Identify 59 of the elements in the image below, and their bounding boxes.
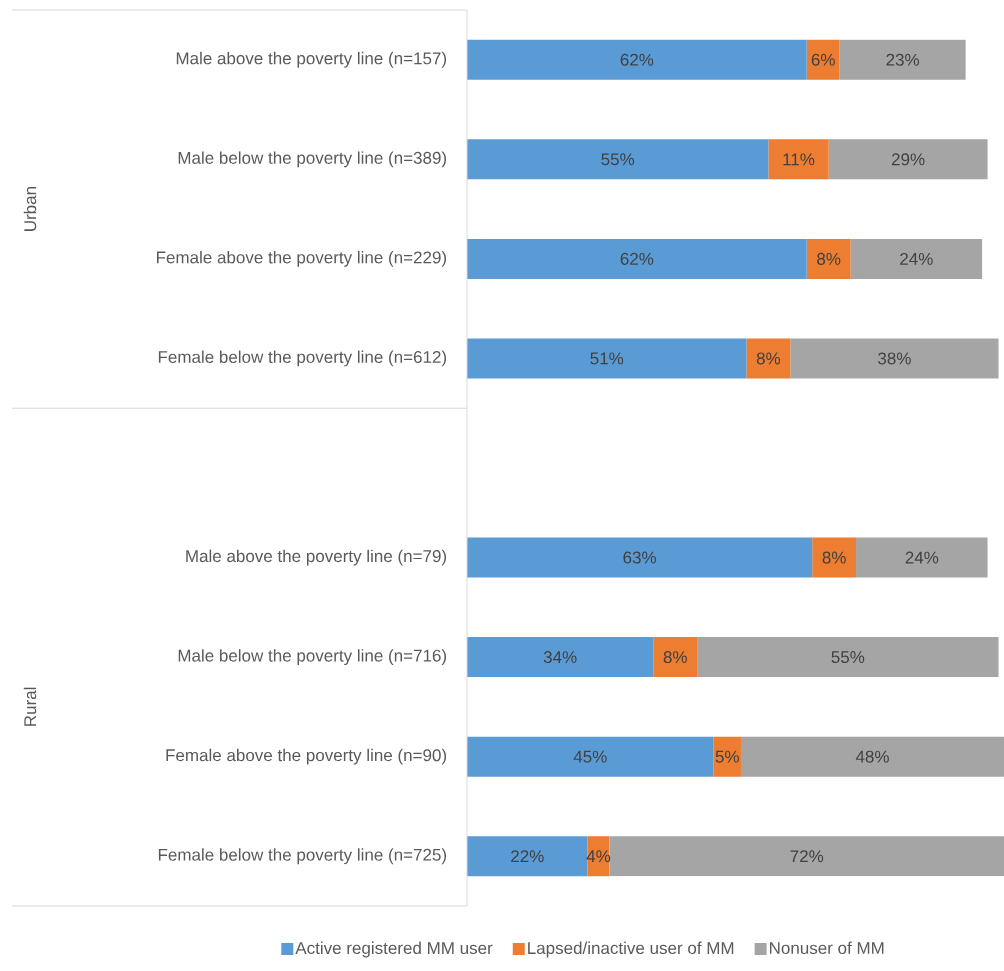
- bar: [609, 836, 1004, 877]
- text: Urban: [23, 187, 37, 231]
- y-tick-label: Female below the poverty line (n=612): [158, 350, 447, 367]
- data-label: 63%: [623, 551, 657, 564]
- bar: [812, 537, 857, 578]
- y-tick-label: Male above the poverty line (n=79): [186, 549, 447, 566]
- bar: [839, 39, 966, 80]
- bar: [467, 736, 714, 777]
- data-label: 8%: [817, 252, 841, 265]
- data-label: 8%: [756, 352, 781, 365]
- data-label: 11%: [783, 153, 815, 166]
- bar: [467, 139, 769, 180]
- legend-label: Active registered MM user: [295, 941, 493, 958]
- y-tick-label: Male above the poverty line (n=157): [176, 51, 447, 68]
- bar: [740, 736, 1004, 777]
- data-label: 45%: [573, 750, 607, 763]
- data-label: 55%: [601, 153, 635, 166]
- data-label: 48%: [855, 750, 889, 763]
- bar: [467, 39, 807, 80]
- bar: [806, 39, 840, 80]
- legend-label: Lapsed/inactive user of MM: [528, 941, 734, 958]
- bar: [790, 338, 999, 379]
- bar: [467, 637, 654, 678]
- bar: [467, 836, 588, 877]
- y-tick-label: Male below the poverty line (n=716): [178, 649, 447, 666]
- data-label: 8%: [822, 551, 846, 564]
- y-tick-label: Female above the poverty line (n=229): [157, 250, 447, 267]
- bar: [768, 139, 829, 180]
- data-label: 5%: [715, 750, 739, 763]
- text: Rural: [23, 687, 37, 726]
- bar: [856, 537, 988, 578]
- data-label: 72%: [790, 850, 824, 863]
- bar: [850, 238, 983, 279]
- y-tick-label: Male below the poverty line (n=389): [178, 151, 447, 168]
- data-label: 55%: [831, 651, 865, 664]
- bar: [653, 637, 698, 678]
- data-label: 62%: [620, 53, 654, 66]
- bar: [806, 238, 851, 279]
- legend-label: Nonuser of MM: [770, 941, 884, 955]
- data-label: 51%: [590, 352, 624, 365]
- bar: [746, 338, 791, 379]
- bar: [467, 338, 747, 379]
- bar: [467, 537, 813, 578]
- bar: [467, 238, 807, 279]
- bar: [697, 637, 999, 678]
- data-label: 22%: [511, 850, 544, 863]
- data-label: 62%: [620, 252, 654, 265]
- bar: [713, 736, 741, 777]
- data-label: 24%: [905, 551, 939, 564]
- data-label: 6%: [811, 53, 835, 66]
- bar: [828, 139, 988, 180]
- data-label: 24%: [900, 252, 933, 265]
- y-tick-label: Female above the poverty line (n=90): [166, 748, 447, 765]
- data-label: 29%: [891, 153, 925, 166]
- data-label: 38%: [878, 352, 911, 365]
- y-tick-label: Female below the poverty line (n=725): [158, 848, 447, 865]
- data-label: 34%: [543, 651, 577, 664]
- data-label: 8%: [663, 651, 687, 664]
- data-label: 23%: [886, 53, 920, 66]
